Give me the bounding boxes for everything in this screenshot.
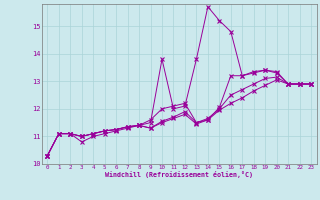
X-axis label: Windchill (Refroidissement éolien,°C): Windchill (Refroidissement éolien,°C) [105,171,253,178]
